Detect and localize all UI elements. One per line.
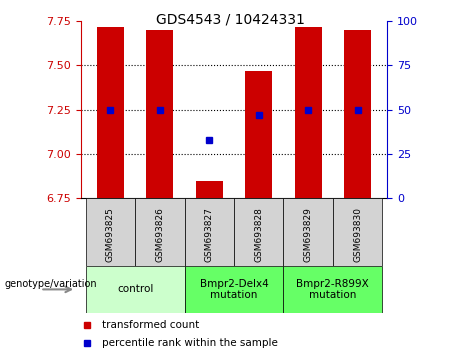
Text: transformed count: transformed count [102,320,200,330]
Bar [184,198,234,266]
Text: GSM693829: GSM693829 [304,207,313,262]
Bar [234,198,284,266]
Text: GSM693825: GSM693825 [106,207,115,262]
Bar [284,266,382,313]
Bar [86,266,184,313]
Bar [333,198,382,266]
Bar [195,181,223,198]
Bar [146,30,173,198]
Bar [97,27,124,198]
Text: control: control [117,284,153,295]
Bar [344,30,371,198]
Text: GSM693826: GSM693826 [155,207,164,262]
Bar [135,198,184,266]
Bar [245,71,272,198]
Bar [184,266,284,313]
Text: percentile rank within the sample: percentile rank within the sample [102,338,278,348]
Text: GDS4543 / 10424331: GDS4543 / 10424331 [156,12,305,27]
Text: Bmpr2-R899X
mutation: Bmpr2-R899X mutation [296,279,369,300]
Text: GSM693828: GSM693828 [254,207,263,262]
Text: Bmpr2-Delx4
mutation: Bmpr2-Delx4 mutation [200,279,268,300]
Text: GSM693827: GSM693827 [205,207,214,262]
Bar [86,198,135,266]
Bar [295,27,322,198]
Text: genotype/variation: genotype/variation [5,279,97,289]
Bar [284,198,333,266]
Text: GSM693830: GSM693830 [353,207,362,262]
